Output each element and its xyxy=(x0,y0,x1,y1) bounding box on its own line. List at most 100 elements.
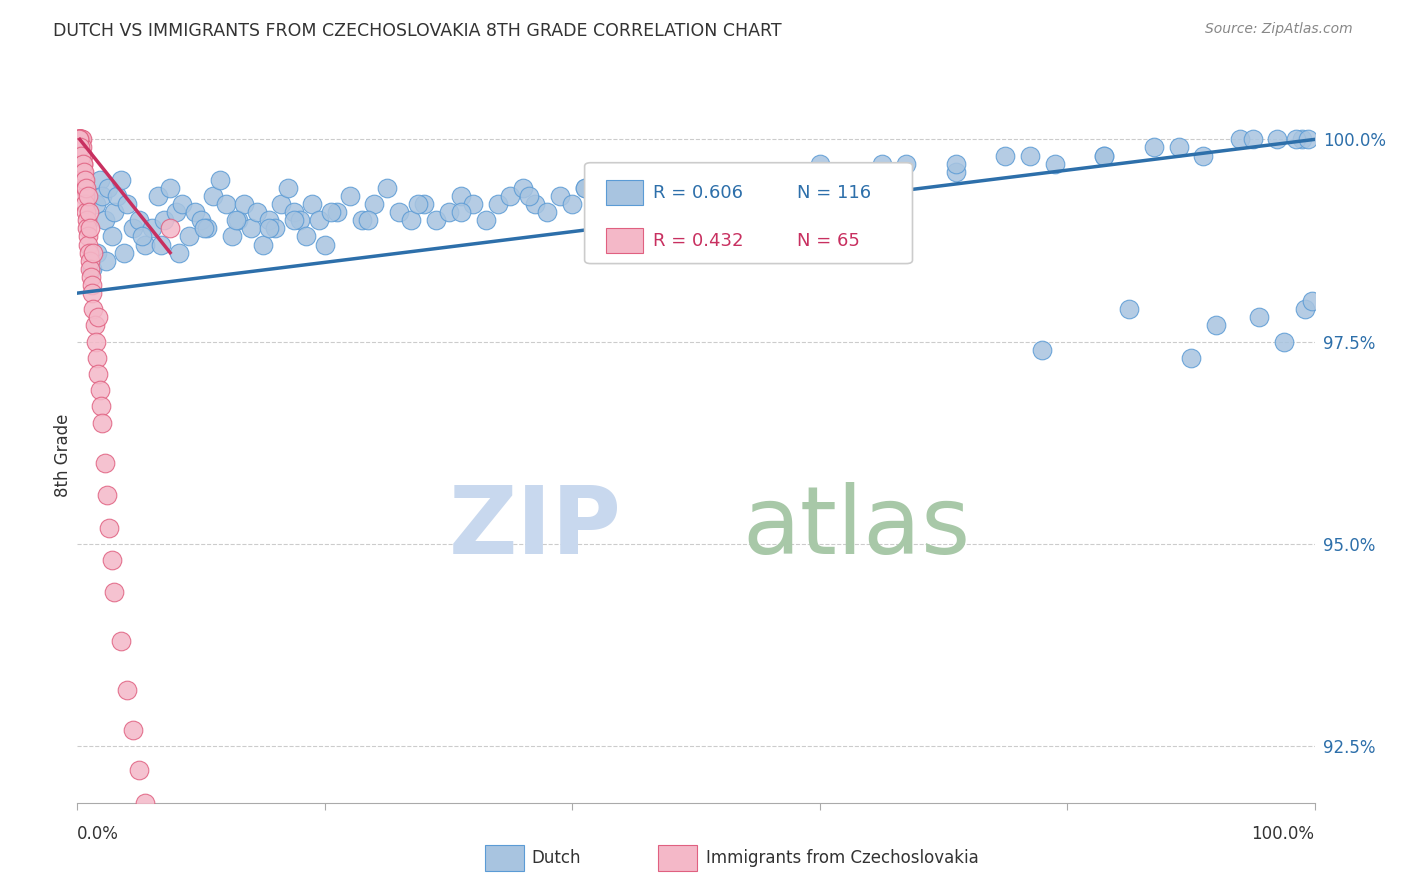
Point xyxy=(239,221,262,235)
Point xyxy=(141,221,163,235)
Point xyxy=(128,764,150,778)
Point xyxy=(67,132,90,146)
Point xyxy=(73,189,96,203)
Point xyxy=(70,132,93,146)
Point xyxy=(1241,132,1264,146)
Point xyxy=(283,205,305,219)
Point xyxy=(153,213,176,227)
Point xyxy=(115,682,138,697)
Text: R = 0.432: R = 0.432 xyxy=(652,232,744,250)
Point xyxy=(246,205,269,219)
Point xyxy=(1291,132,1313,146)
Point xyxy=(945,156,967,170)
Point xyxy=(70,132,93,146)
Point xyxy=(69,132,91,146)
Point xyxy=(80,278,103,293)
Point xyxy=(295,229,318,244)
Point xyxy=(283,213,305,227)
Point xyxy=(75,205,97,219)
Point xyxy=(734,165,756,179)
Point xyxy=(1229,132,1251,146)
Point xyxy=(264,221,287,235)
Point xyxy=(141,820,163,834)
Point xyxy=(772,173,794,187)
Point xyxy=(598,173,620,187)
Point xyxy=(623,181,645,195)
Point xyxy=(1019,148,1042,162)
Point xyxy=(184,205,207,219)
Point xyxy=(586,189,609,203)
Point xyxy=(72,156,94,170)
Point xyxy=(512,181,534,195)
Text: 100.0%: 100.0% xyxy=(1251,825,1315,843)
Point xyxy=(517,189,540,203)
Point xyxy=(93,213,115,227)
Point xyxy=(69,132,91,146)
Point xyxy=(89,383,111,397)
Point xyxy=(363,197,385,211)
Point xyxy=(548,189,571,203)
Point xyxy=(122,221,145,235)
Point xyxy=(77,245,100,260)
Point xyxy=(82,261,104,276)
Point xyxy=(110,634,132,648)
Y-axis label: 8th Grade: 8th Grade xyxy=(53,413,72,497)
Point xyxy=(270,197,292,211)
Point xyxy=(134,796,156,810)
Point xyxy=(96,488,118,502)
Point xyxy=(75,181,97,195)
Point xyxy=(226,213,249,227)
Point xyxy=(412,197,434,211)
Point xyxy=(146,189,169,203)
Point xyxy=(67,132,90,146)
Point xyxy=(76,213,98,227)
Point xyxy=(561,197,583,211)
Text: ZIP: ZIP xyxy=(449,482,621,574)
FancyBboxPatch shape xyxy=(585,162,912,263)
Text: atlas: atlas xyxy=(742,482,972,574)
Point xyxy=(167,245,190,260)
Point xyxy=(574,181,596,195)
Point xyxy=(77,237,100,252)
Point xyxy=(319,205,342,219)
Point xyxy=(1205,318,1227,333)
Point xyxy=(159,221,181,235)
Point xyxy=(277,181,299,195)
Point xyxy=(450,205,472,219)
Point xyxy=(112,245,135,260)
Point xyxy=(69,132,91,146)
Point xyxy=(83,318,105,333)
Point xyxy=(1031,343,1053,357)
Point xyxy=(870,156,893,170)
Point xyxy=(808,156,831,170)
Point xyxy=(122,723,145,737)
Point xyxy=(131,229,153,244)
Point xyxy=(93,456,115,470)
Point xyxy=(150,237,173,252)
Point xyxy=(721,165,744,179)
Point xyxy=(1294,302,1316,317)
Point xyxy=(94,253,117,268)
Point xyxy=(406,197,429,211)
Point xyxy=(233,197,256,211)
Point xyxy=(77,205,100,219)
Point xyxy=(375,181,398,195)
Point xyxy=(67,132,90,146)
Point xyxy=(97,181,120,195)
Point xyxy=(648,173,671,187)
Point xyxy=(87,367,110,381)
Point xyxy=(257,221,280,235)
Point xyxy=(69,132,91,146)
Point xyxy=(72,156,94,170)
Point xyxy=(1272,334,1295,349)
Point xyxy=(82,286,104,301)
Point xyxy=(134,237,156,252)
Point xyxy=(79,221,101,235)
Text: Dutch: Dutch xyxy=(531,849,581,867)
Point xyxy=(796,173,818,187)
Point xyxy=(101,229,124,244)
Point xyxy=(82,245,104,260)
Point xyxy=(574,181,596,195)
Point xyxy=(1180,351,1202,365)
Point xyxy=(1118,302,1140,317)
